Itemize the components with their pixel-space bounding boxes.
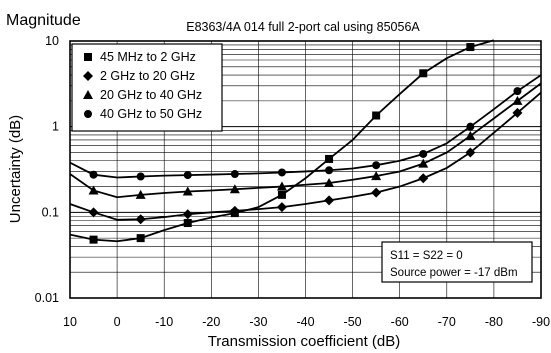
x-axis-label: Transmission coefficient (dB) — [208, 333, 401, 350]
annotation-line-1: S11 = S22 = 0 — [390, 250, 463, 262]
x-tick-label: -30 — [249, 315, 267, 329]
data-point-triangle — [324, 177, 335, 187]
x-tick-label: -90 — [532, 315, 550, 329]
data-point-square — [277, 190, 286, 199]
x-tick-label: -40 — [296, 315, 314, 329]
data-point-square — [466, 43, 475, 52]
legend-marker-square — [84, 53, 92, 61]
data-point-diamond — [324, 195, 335, 206]
data-point-triangle — [512, 95, 523, 105]
series-circle — [70, 74, 541, 181]
series-diamond — [70, 91, 541, 225]
data-point-triangle — [135, 189, 146, 199]
x-tick-label: -20 — [202, 315, 220, 329]
data-point-diamond — [512, 107, 523, 118]
series-triangle — [70, 82, 541, 199]
series-layer — [70, 39, 541, 244]
legend-label: 45 MHz to 2 GHz — [100, 50, 196, 64]
data-point-triangle — [465, 130, 476, 140]
data-point-square — [89, 235, 98, 244]
chart-title: E8363/4A 014 full 2-port cal using 85056… — [186, 20, 420, 34]
data-point-circle — [89, 170, 98, 179]
data-point-triangle — [418, 158, 429, 168]
y-tick-label: 10 — [45, 34, 59, 48]
series-line — [70, 82, 541, 199]
data-point-circle — [183, 171, 192, 180]
data-point-diamond — [418, 173, 429, 184]
legend-marker-triangle — [83, 90, 93, 99]
tick-labels: 10 0 -10 -20 -30 -40 -50 -60 -70 -80 -90 0.01 0.1 1 10 — [35, 34, 550, 329]
data-point-diamond — [276, 202, 287, 213]
data-point-circle — [419, 149, 428, 158]
data-point-square — [419, 69, 428, 78]
data-point-circle — [513, 87, 522, 96]
annotation-line-2: Source power = -17 dBm — [390, 267, 518, 279]
plot-frame — [69, 40, 542, 299]
data-point-diamond — [371, 187, 382, 198]
series-line — [70, 91, 541, 221]
corner-label: Magnitude — [6, 12, 81, 29]
data-point-circle — [230, 170, 239, 179]
legend-label: 2 GHz to 20 GHz — [100, 69, 195, 83]
data-point-triangle — [276, 181, 287, 191]
x-tick-label: -70 — [438, 315, 456, 329]
data-point-square — [136, 234, 145, 243]
legend-marker-circle — [84, 110, 92, 118]
data-point-circle — [325, 166, 334, 175]
legend-box — [71, 43, 223, 132]
x-tick-label: -60 — [391, 315, 409, 329]
data-point-circle — [466, 122, 475, 131]
x-tick-label: -80 — [485, 315, 503, 329]
data-point-square — [372, 111, 381, 120]
data-point-circle — [372, 161, 381, 170]
x-tick-label: -10 — [155, 315, 173, 329]
data-point-triangle — [88, 185, 99, 195]
annotation-box — [381, 241, 533, 283]
legend-label: 20 GHz to 40 GHz — [100, 88, 202, 102]
legend: 45 MHz to 2 GHz 2 GHz to 20 GHz 20 GHz to … — [71, 43, 223, 132]
y-axis-label: Uncertainty (dB) — [7, 115, 24, 223]
data-point-diamond — [135, 214, 146, 225]
x-tick-label: -50 — [344, 315, 362, 329]
data-point-square — [325, 154, 334, 163]
data-point-square — [183, 219, 192, 228]
data-point-diamond — [229, 205, 240, 216]
data-point-diamond — [465, 147, 476, 158]
legend-label: 40 GHz to 50 GHz — [100, 107, 202, 121]
series-line — [70, 74, 541, 179]
data-point-circle — [277, 168, 286, 177]
data-point-diamond — [182, 209, 193, 220]
x-tick-label: 10 — [63, 315, 77, 329]
data-point-circle — [136, 172, 145, 181]
y-tick-label: 0.01 — [35, 291, 59, 305]
annotation: S11 = S22 = 0 Source power = -17 dBm — [381, 241, 533, 283]
y-tick-label: 1 — [52, 120, 59, 134]
legend-marker-diamond — [83, 71, 93, 81]
data-point-diamond — [88, 207, 99, 218]
data-point-triangle — [182, 186, 193, 196]
data-point-triangle — [229, 184, 240, 194]
x-tick-label: 0 — [114, 315, 121, 329]
data-point-triangle — [371, 171, 382, 181]
y-tick-label: 0.1 — [42, 205, 59, 219]
series-square — [70, 39, 495, 244]
